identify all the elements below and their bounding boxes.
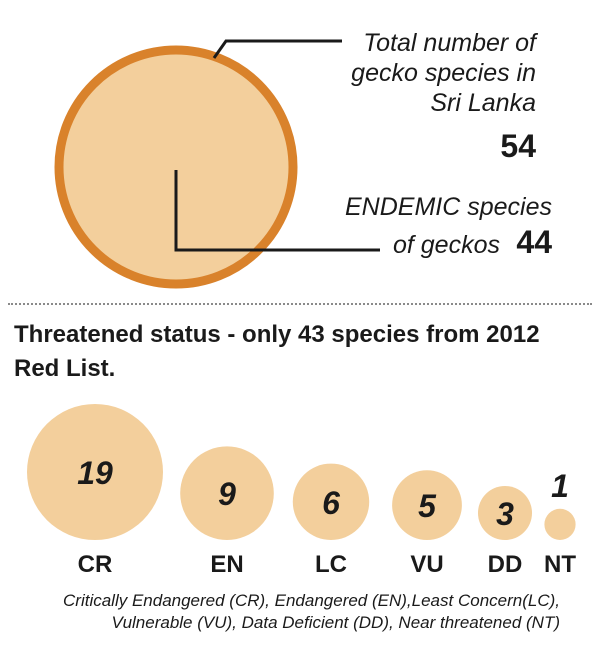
total-species-value: 54 xyxy=(500,128,536,164)
summary-graphic xyxy=(54,39,380,289)
total-label-line-3: Sri Lanka xyxy=(430,89,536,117)
abbreviation-note: Critically Endangered (CR), Endangered (… xyxy=(63,591,560,632)
bubble-vu xyxy=(392,470,462,540)
total-species-circle xyxy=(59,50,293,284)
bubble-lc xyxy=(292,463,370,540)
bubble-value-cr: 19 xyxy=(77,455,113,491)
endemic-callout-line xyxy=(174,170,380,252)
bubble-value-en: 9 xyxy=(218,476,236,512)
bubble-label-dd: DD xyxy=(488,551,523,578)
bubble-cr xyxy=(27,404,163,540)
section-divider xyxy=(8,303,592,305)
endemic-label-line-1: ENDEMIC species xyxy=(345,193,552,221)
total-species-ring xyxy=(54,45,298,289)
total-label-line-1: Total number of xyxy=(363,29,536,57)
bubble-value-lc: 6 xyxy=(322,485,340,521)
threat-bubble-chart: 19 CR 9 EN 6 LC 5 VU 3 DD 1 NT xyxy=(27,404,576,578)
endemic-species-value: 44 xyxy=(516,224,552,260)
total-species-label: Total number of gecko species in Sri Lan… xyxy=(300,28,536,118)
bubble-en xyxy=(180,446,274,540)
bubble-label-en: EN xyxy=(210,551,243,578)
endemic-label-line-2: of geckos xyxy=(392,231,500,259)
bubble-label-vu: VU xyxy=(410,551,443,578)
bubble-value-dd: 3 xyxy=(496,496,514,532)
bubble-value-vu: 5 xyxy=(418,488,437,524)
bubble-value-nt: 1 xyxy=(551,468,569,504)
bubble-label-cr: CR xyxy=(78,551,113,578)
bubble-label-lc: LC xyxy=(315,551,347,578)
bubble-label-nt: NT xyxy=(544,551,576,578)
chart-title: Threatened status - only 43 species from… xyxy=(14,321,540,382)
bubble-dd xyxy=(477,485,533,540)
total-label-line-2: gecko species in xyxy=(351,59,536,87)
total-callout-line xyxy=(212,39,342,59)
bubble-nt xyxy=(544,508,576,540)
